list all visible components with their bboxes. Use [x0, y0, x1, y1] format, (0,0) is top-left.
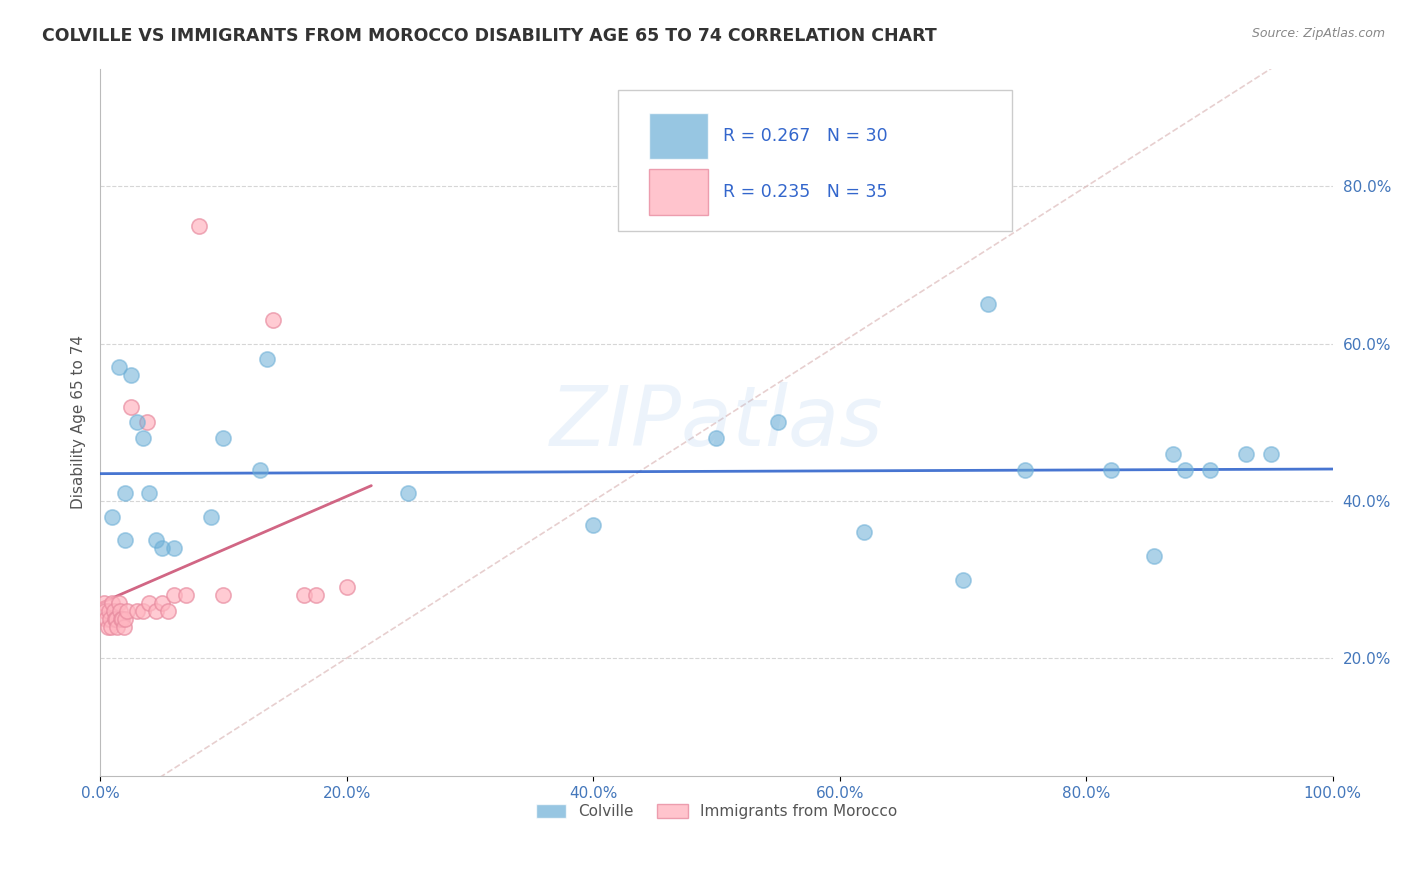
Point — [1236, 447, 1258, 461]
Point — [150, 541, 173, 556]
Point — [101, 509, 124, 524]
Point — [706, 431, 728, 445]
Point — [336, 581, 359, 595]
Point — [1174, 462, 1197, 476]
Point — [766, 415, 789, 429]
Point — [136, 415, 159, 429]
Point — [952, 573, 974, 587]
Point — [212, 588, 235, 602]
Y-axis label: Disability Age 65 to 74: Disability Age 65 to 74 — [72, 335, 86, 509]
Point — [212, 431, 235, 445]
Point — [108, 604, 131, 618]
Point — [138, 486, 160, 500]
Point — [107, 596, 129, 610]
Point — [1143, 549, 1166, 563]
Text: COLVILLE VS IMMIGRANTS FROM MOROCCO DISABILITY AGE 65 TO 74 CORRELATION CHART: COLVILLE VS IMMIGRANTS FROM MOROCCO DISA… — [42, 27, 936, 45]
Bar — [648, 112, 707, 159]
Point — [114, 533, 136, 548]
Point — [114, 486, 136, 500]
Point — [132, 604, 155, 618]
Point — [107, 360, 129, 375]
Point — [127, 604, 149, 618]
Legend: Colville, Immigrants from Morocco: Colville, Immigrants from Morocco — [530, 797, 903, 825]
Point — [103, 604, 125, 618]
Point — [114, 612, 136, 626]
Point — [262, 313, 284, 327]
Point — [187, 219, 209, 233]
Point — [396, 486, 419, 500]
Text: Source: ZipAtlas.com: Source: ZipAtlas.com — [1251, 27, 1385, 40]
Point — [93, 596, 115, 610]
Point — [1260, 447, 1282, 461]
Point — [112, 620, 135, 634]
Point — [292, 588, 315, 602]
Point — [100, 620, 122, 634]
Point — [127, 415, 149, 429]
Point — [582, 517, 605, 532]
Point — [96, 620, 118, 634]
Point — [1198, 462, 1220, 476]
Point — [976, 297, 998, 311]
Text: R = 0.235   N = 35: R = 0.235 N = 35 — [723, 184, 887, 202]
Point — [117, 604, 139, 618]
Point — [97, 604, 120, 618]
Point — [120, 400, 142, 414]
Point — [120, 368, 142, 383]
Point — [853, 525, 876, 540]
Text: ZIPatlas: ZIPatlas — [550, 382, 883, 463]
Point — [132, 431, 155, 445]
Point — [1099, 462, 1122, 476]
Point — [163, 588, 186, 602]
Point — [98, 612, 121, 626]
Point — [94, 604, 117, 618]
Point — [105, 612, 128, 626]
Point — [105, 620, 128, 634]
Point — [176, 588, 198, 602]
Point — [145, 533, 167, 548]
Point — [150, 596, 173, 610]
Point — [305, 588, 328, 602]
Text: R = 0.267   N = 30: R = 0.267 N = 30 — [723, 127, 887, 145]
Point — [96, 612, 118, 626]
FancyBboxPatch shape — [617, 90, 1012, 231]
Bar — [648, 169, 707, 215]
Point — [111, 612, 134, 626]
Point — [1014, 462, 1036, 476]
Point — [104, 612, 127, 626]
Point — [249, 462, 271, 476]
Point — [110, 612, 132, 626]
Point — [138, 596, 160, 610]
Point — [145, 604, 167, 618]
Point — [101, 596, 124, 610]
Point — [163, 541, 186, 556]
Point — [156, 604, 179, 618]
Point — [1161, 447, 1184, 461]
Point — [256, 352, 278, 367]
Point — [200, 509, 222, 524]
